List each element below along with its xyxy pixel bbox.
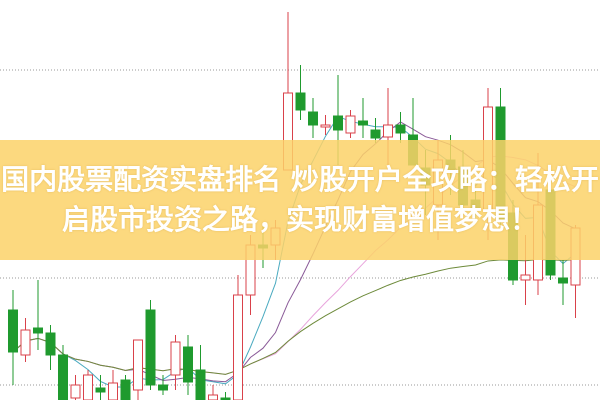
- candle-down: [183, 346, 193, 383]
- candle-up: [170, 341, 181, 376]
- candle-up: [83, 374, 93, 400]
- candle-up: [208, 394, 218, 400]
- headline-banner: 国内股票配资实盘排名 炒股开户全攻略：轻松开 启股市投资之路，实现财富增值梦想！: [0, 140, 600, 260]
- candle-down: [158, 384, 168, 391]
- candle-down: [33, 327, 43, 334]
- candle-up: [20, 329, 31, 356]
- candle-down: [558, 277, 568, 284]
- candle-down: [333, 115, 343, 131]
- candle-down: [120, 379, 131, 400]
- ma-line-60: [12, 258, 576, 375]
- candle-down: [95, 387, 106, 393]
- candle-down: [358, 120, 368, 126]
- candle-up: [70, 384, 81, 399]
- candle-up: [233, 294, 243, 400]
- candle-up: [345, 115, 356, 134]
- candle-down: [395, 124, 406, 134]
- candle-up: [133, 339, 143, 391]
- candle-down: [145, 309, 156, 386]
- candle-up: [108, 382, 118, 400]
- candle-down: [370, 129, 381, 139]
- candle-down: [58, 354, 68, 400]
- headline-line-1: 国内股票配资实盘排名 炒股开户全攻略：轻松开: [1, 163, 599, 196]
- candle-up: [383, 124, 393, 138]
- candle-up: [520, 274, 531, 281]
- candle-down: [195, 369, 206, 400]
- candle-down: [45, 332, 56, 356]
- candle-up: [320, 124, 331, 128]
- candle-down: [308, 111, 318, 126]
- candle-down: [220, 397, 231, 400]
- candle-down: [295, 92, 306, 111]
- headline-line-2: 启股市投资之路，实现财富增值梦想！: [61, 203, 538, 236]
- candle-down: [8, 309, 18, 353]
